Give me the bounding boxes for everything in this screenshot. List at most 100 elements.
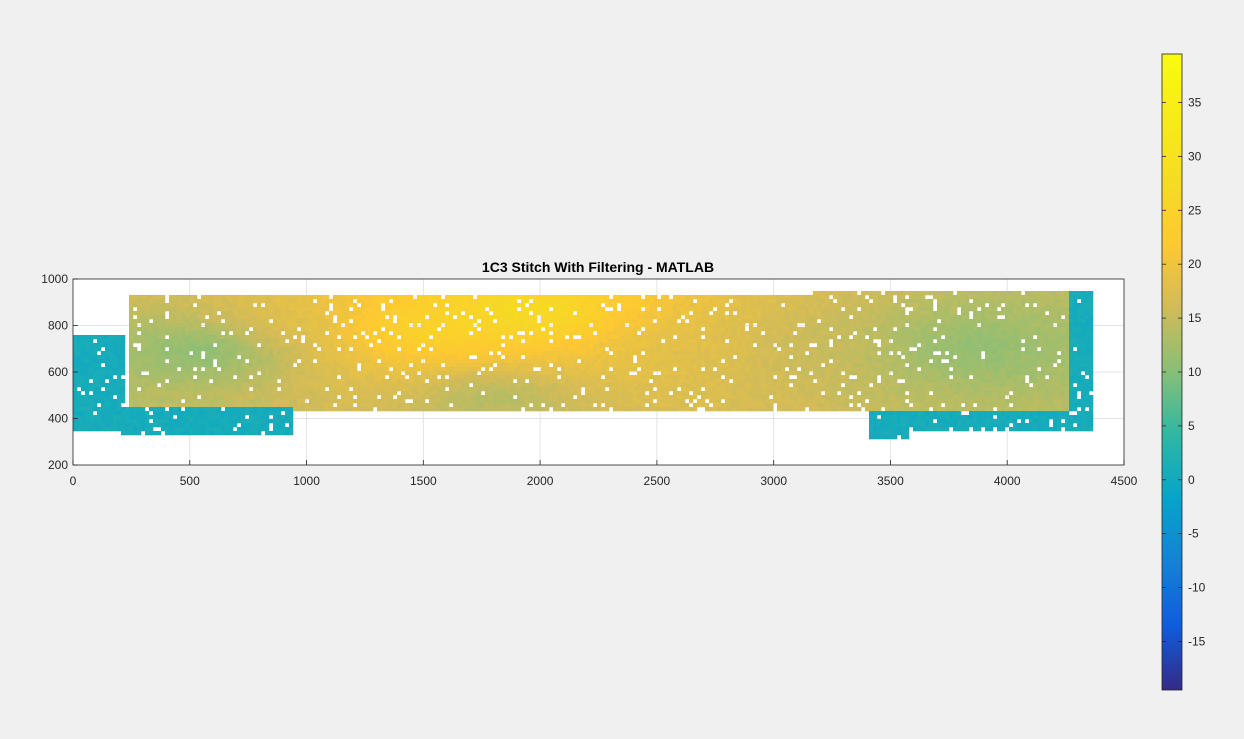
point — [253, 311, 258, 316]
point — [257, 335, 262, 340]
point — [289, 327, 294, 332]
point — [289, 335, 294, 340]
point — [285, 295, 290, 300]
point — [573, 299, 578, 304]
point — [641, 399, 646, 404]
point — [305, 339, 310, 344]
point — [341, 343, 346, 348]
point — [81, 335, 86, 340]
point — [657, 403, 662, 408]
point — [481, 371, 486, 376]
point — [145, 391, 150, 396]
point — [685, 407, 690, 412]
point — [725, 343, 730, 348]
point — [777, 379, 782, 384]
point — [185, 431, 190, 436]
point — [161, 419, 166, 424]
point — [117, 379, 122, 384]
point — [261, 399, 266, 404]
point — [181, 411, 186, 416]
point — [177, 295, 182, 300]
point — [529, 351, 534, 356]
point — [309, 383, 314, 388]
point — [681, 407, 686, 412]
point — [725, 315, 730, 320]
point — [245, 407, 250, 412]
point — [613, 363, 618, 368]
point — [609, 387, 614, 392]
point — [293, 351, 298, 356]
point — [673, 319, 678, 324]
point — [301, 363, 306, 368]
point — [565, 343, 570, 348]
point — [145, 315, 150, 320]
point — [737, 403, 742, 408]
point — [141, 395, 146, 400]
point — [629, 339, 634, 344]
point — [457, 299, 462, 304]
point — [537, 307, 542, 312]
point — [437, 307, 442, 312]
point — [521, 375, 526, 380]
point — [517, 379, 522, 384]
point — [409, 379, 414, 384]
point — [485, 323, 490, 328]
point — [637, 399, 642, 404]
point — [233, 403, 238, 408]
point — [561, 359, 566, 364]
point — [485, 367, 490, 372]
point — [385, 295, 390, 300]
point — [261, 295, 266, 300]
point — [593, 395, 598, 400]
point — [369, 371, 374, 376]
point — [405, 311, 410, 316]
point — [777, 351, 782, 356]
point — [213, 403, 218, 408]
point — [697, 307, 702, 312]
point — [233, 331, 238, 336]
point — [773, 391, 778, 396]
point — [345, 307, 350, 312]
point — [489, 359, 494, 364]
point — [273, 367, 278, 372]
point — [629, 303, 634, 308]
point — [229, 371, 234, 376]
point — [201, 383, 206, 388]
point — [585, 347, 590, 352]
point — [421, 295, 426, 300]
point — [429, 311, 434, 316]
point — [541, 303, 546, 308]
point — [97, 371, 102, 376]
point — [465, 323, 470, 328]
point — [121, 347, 126, 352]
point — [201, 307, 206, 312]
point — [625, 347, 630, 352]
point — [597, 383, 602, 388]
point — [397, 323, 402, 328]
point — [613, 323, 618, 328]
point — [753, 407, 758, 412]
point — [89, 363, 94, 368]
point — [157, 375, 162, 380]
point — [417, 343, 422, 348]
point — [269, 307, 274, 312]
point — [261, 407, 266, 412]
point — [529, 395, 534, 400]
point — [261, 415, 266, 420]
point — [781, 335, 786, 340]
point — [153, 295, 158, 300]
point — [453, 387, 458, 392]
point — [281, 403, 286, 408]
point — [293, 339, 298, 344]
point — [361, 379, 366, 384]
point — [329, 351, 334, 356]
point — [593, 319, 598, 324]
point — [137, 355, 142, 360]
point — [465, 343, 470, 348]
axes[interactable]: 0 500 1000 1500 2000 2500 3000 3500 4000 4500 200… — [41, 272, 1137, 488]
point — [441, 303, 446, 308]
point — [341, 367, 346, 372]
point — [445, 367, 450, 372]
point — [209, 371, 214, 376]
point — [241, 387, 246, 392]
